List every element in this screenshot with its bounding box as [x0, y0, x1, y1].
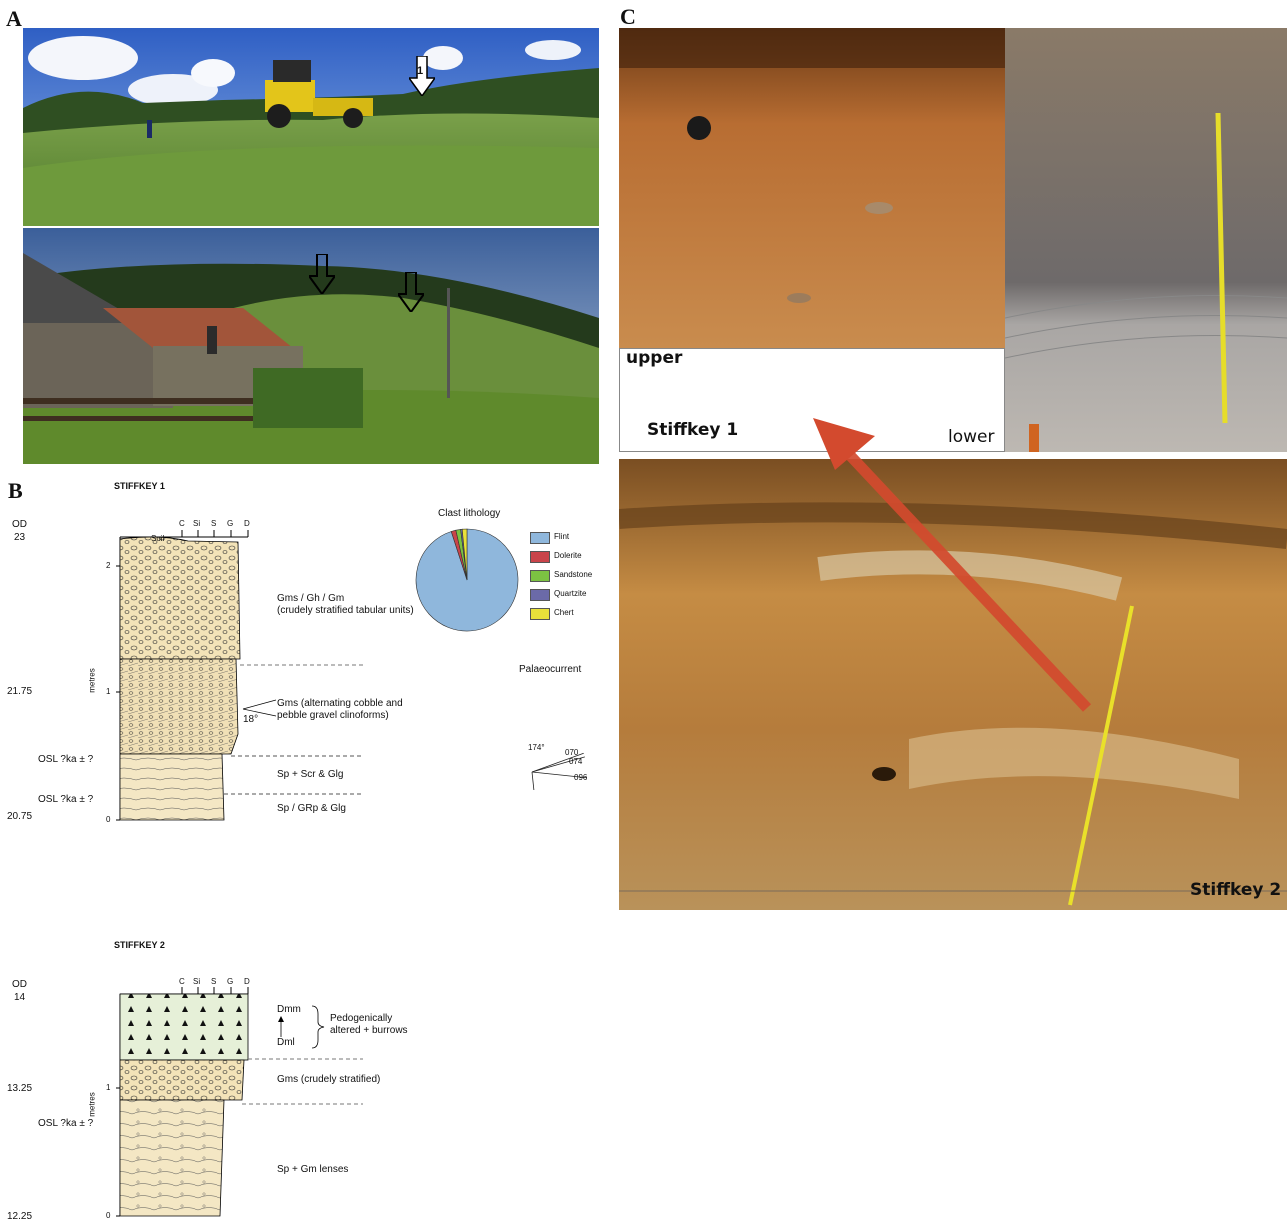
log1-unit3-code: Sp + Scr & Glg [277, 769, 344, 780]
legend-label: Sandstone [554, 570, 593, 579]
legend-item-flint: Flint [530, 530, 600, 544]
log1-title: STIFFKEY 1 [114, 481, 165, 491]
log2-dmm: Dmm [277, 1004, 301, 1015]
log2-od-label: OD [12, 979, 27, 990]
log1-od-label: OD [12, 519, 27, 530]
label-box-stiffkey1 [619, 348, 1005, 452]
log1-tick-2: 2 [106, 561, 111, 570]
legend-label: Quartzite [554, 589, 587, 598]
log1-dip: 18° [243, 714, 259, 725]
log2-elev-base: 12.25 [7, 1211, 33, 1222]
arrow-up-left-icon [805, 410, 1105, 720]
log1-unit2-code: Gms (alternating cobble and [277, 698, 403, 709]
log1-tick-1: 1 [106, 687, 111, 696]
legend-swatch [530, 608, 550, 620]
log2-dml: Dml [277, 1037, 295, 1048]
panel-label-c: C [620, 4, 636, 29]
log1-elev-base: 20.75 [7, 811, 33, 822]
log1-grain-d: D [244, 519, 250, 528]
log2-grain-s: S [211, 977, 217, 986]
legend-label: Dolerite [554, 551, 582, 560]
legend-label: Chert [554, 608, 574, 617]
log2-od-value: 14 [14, 992, 26, 1003]
photo-field-site-top: 1 [23, 28, 599, 226]
label-stiffkey1: Stiffkey 1 [647, 420, 739, 440]
palaeo-reading-096: 096 [574, 773, 588, 782]
legend-label: Flint [554, 532, 570, 541]
legend-item-chert: Chert [530, 606, 600, 620]
label-stiffkey2: Stiffkey 2 [1190, 880, 1282, 900]
arrow-label: 1 [417, 65, 424, 77]
palaeo-ray-096 [531, 771, 587, 779]
arrow-down-icon [407, 55, 437, 98]
log2-tick-0: 0 [106, 1211, 111, 1220]
legend-swatch [530, 589, 550, 601]
legend-swatch [530, 551, 550, 563]
pie-title: Clast lithology [438, 508, 501, 519]
log1-grain-g: G [227, 519, 234, 528]
log1-unit2-desc: pebble gravel clinoforms) [277, 710, 389, 721]
legend-item-sandstone: Sandstone [530, 568, 600, 582]
photo-stiffkey1-lower [1005, 28, 1287, 452]
log1-elev-mid: 21.75 [7, 686, 33, 697]
label-upper: upper [626, 348, 683, 368]
palaeo-title: Palaeocurrent [519, 664, 582, 675]
panel-label-a: A [6, 6, 22, 31]
log2-grain-d: D [244, 977, 250, 986]
log2-grain-g: G [227, 977, 234, 986]
log1-scale-unit: metres [87, 668, 97, 693]
legend-item-quartzite: Quartzite [530, 587, 600, 601]
log1-od-value: 23 [14, 532, 26, 543]
arrow-down-icon [396, 271, 426, 314]
log2-osl-1: OSL ?ka ± ? [38, 1118, 94, 1129]
photo-stiffkey1-upper [619, 28, 1005, 348]
palaeo-ray-074 [531, 756, 585, 773]
log2-column [88, 974, 368, 1220]
photo-field-site-bottom [23, 228, 599, 464]
log2-elev-mid: 13.25 [7, 1083, 33, 1094]
legend-item-dolerite: Dolerite [530, 549, 600, 563]
palaeo-ray-174° [531, 771, 535, 790]
log1-soil: Soil [151, 534, 165, 543]
log1-column [88, 514, 368, 826]
log2-pedo-1: Pedogenically [330, 1013, 393, 1024]
log2-tick-1: 1 [106, 1083, 111, 1092]
log1-grain-c: C [179, 519, 185, 528]
log2-sp: Sp + Gm lenses [277, 1164, 349, 1175]
palaeo-ray-070 [531, 752, 584, 773]
log1-unit1-desc: (crudely stratified tabular units) [277, 605, 414, 616]
log1-tick-0: 0 [106, 815, 111, 824]
palaeo-reading-070: 070 [565, 748, 579, 757]
legend-swatch [530, 532, 550, 544]
photo-stiffkey2 [619, 459, 1287, 910]
pie-chart [415, 528, 519, 632]
label-lower: lower [948, 427, 995, 447]
palaeo-reading-174: 174° [528, 743, 545, 752]
palaeo-reading-074: 074 [569, 757, 583, 766]
log2-gms: Gms (crudely stratified) [277, 1074, 381, 1085]
log2-grain-c: C [179, 977, 185, 986]
log2-pedo-2: altered + burrows [330, 1025, 408, 1036]
log2-title: STIFFKEY 2 [114, 940, 165, 950]
log1-unit4-code: Sp / GRp & Glg [277, 803, 346, 814]
pie-slice-chert [461, 528, 468, 581]
log1-grain-s: S [211, 519, 217, 528]
palaeocurrent-rose [531, 752, 587, 790]
log1-osl-1: OSL ?ka ± ? [38, 754, 94, 765]
log1-unit1-code: Gms / Gh / Gm [277, 593, 345, 604]
log1-grain-si: Si [193, 519, 201, 528]
arrow-down-icon [307, 253, 337, 296]
log1-osl-2: OSL ?ka ± ? [38, 794, 94, 805]
log2-scale-unit: metres [87, 1092, 97, 1117]
panel-label-b: B [8, 478, 23, 503]
log2-grain-si: Si [193, 977, 201, 986]
legend-swatch [530, 570, 550, 582]
